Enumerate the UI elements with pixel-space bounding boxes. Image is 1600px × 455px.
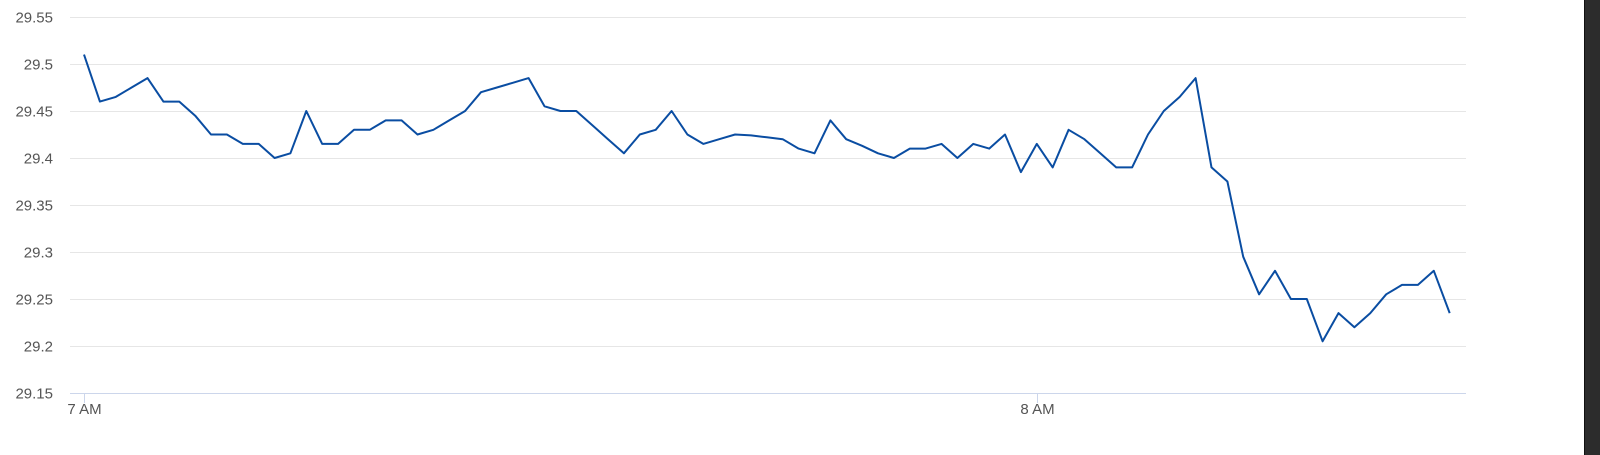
y-tick-label: 29.3 — [24, 245, 53, 262]
y-tick-label: 29.45 — [15, 104, 53, 121]
y-tick-label: 29.4 — [24, 151, 53, 168]
y-axis-labels: 29.55 29.5 29.45 29.4 29.35 29.3 29.25 29.2 29.1… — [15, 10, 53, 403]
y-tick-label: 29.35 — [15, 198, 53, 215]
y-tick-label: 29.15 — [15, 386, 53, 403]
y-tick-label: 29.25 — [15, 292, 53, 309]
x-axis-ticks: 7 AM 8 AM — [67, 393, 1055, 418]
x-tick-label: 8 AM — [1020, 401, 1054, 418]
y-tick-label: 29.5 — [24, 57, 53, 74]
y-tick-label: 29.2 — [24, 339, 53, 356]
x-tick-label: 7 AM — [67, 401, 101, 418]
gridlines — [70, 17, 1466, 347]
window-edge — [1584, 0, 1600, 455]
y-tick-label: 29.55 — [15, 10, 53, 27]
series-line — [83, 54, 1451, 343]
